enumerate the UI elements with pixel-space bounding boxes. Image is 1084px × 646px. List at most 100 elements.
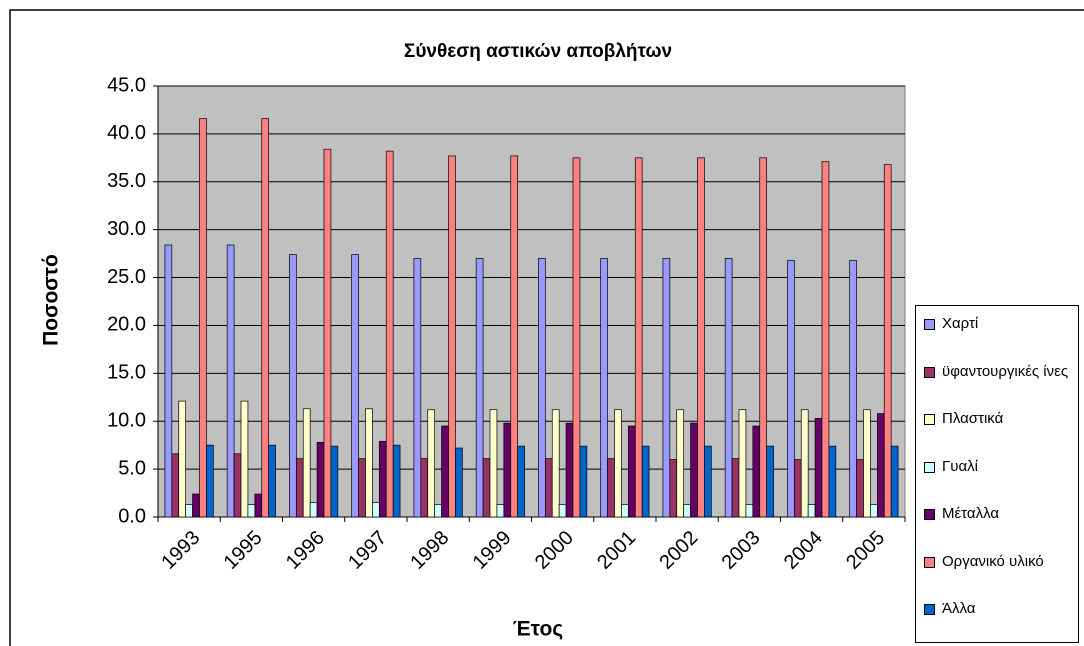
bar: [600, 258, 608, 518]
bar: [551, 409, 560, 518]
bar: [240, 400, 249, 518]
legend-swatch: [924, 556, 935, 568]
y-tick-label: 25.0: [107, 266, 146, 288]
bar: [690, 422, 698, 518]
bar: [876, 413, 885, 518]
bar: [164, 244, 173, 518]
plot-area: [157, 85, 906, 518]
bar: [206, 444, 214, 518]
bar: [351, 254, 359, 518]
bar: [544, 458, 553, 518]
bar: [413, 258, 422, 518]
bar: [538, 258, 546, 518]
bar: [378, 440, 387, 518]
bar: [634, 157, 643, 518]
bar: [475, 258, 484, 518]
bar: [448, 155, 456, 518]
legend-label: Γυαλί: [942, 457, 978, 475]
bar: [870, 504, 878, 518]
bar: [434, 504, 442, 518]
y-axis-title: Ποσοστό: [40, 254, 63, 346]
bar: [309, 502, 318, 518]
bar: [295, 458, 304, 518]
bar: [849, 259, 857, 518]
bar: [441, 425, 449, 518]
bar: [268, 444, 276, 518]
y-tick-label: 40.0: [107, 122, 146, 144]
y-tick-label: 15.0: [107, 362, 146, 384]
bar: [558, 504, 567, 518]
bar: [676, 409, 685, 518]
legend-item: Πλαστικά: [924, 409, 1074, 428]
bar: [427, 409, 436, 518]
bar: [697, 157, 705, 518]
bar: [289, 254, 297, 518]
y-tick-label: 45.0: [107, 74, 146, 96]
bar: [766, 445, 774, 518]
bar: [302, 408, 311, 518]
legend-item: Χαρτί: [924, 314, 1074, 333]
bar: [828, 445, 837, 518]
bar: [510, 155, 519, 518]
bar: [621, 504, 629, 518]
legend-label: ϋφαντουργικές ίνες: [942, 362, 1069, 380]
bar: [856, 459, 864, 518]
legend-swatch: [924, 461, 935, 473]
bar: [800, 409, 809, 518]
legend-label: Οργανικό υλικό: [942, 552, 1044, 570]
bar: [793, 459, 802, 518]
bar: [683, 504, 691, 518]
bar: [372, 502, 380, 518]
y-tick-label: 35.0: [107, 170, 146, 192]
bar: [890, 445, 899, 518]
legend-item: Γυαλί: [924, 457, 1074, 476]
legend-label: Πλαστικά: [942, 410, 1004, 427]
legend-label: Χαρτί: [942, 315, 979, 332]
bar: [323, 148, 332, 518]
bar: [814, 417, 823, 518]
bar: [199, 118, 207, 518]
bar: [489, 409, 498, 518]
bar: [517, 445, 525, 518]
bar: [420, 458, 429, 518]
bar: [330, 445, 339, 518]
y-tick-label: 20.0: [107, 314, 146, 336]
bar: [565, 422, 574, 518]
bar: [662, 258, 671, 518]
bar: [233, 453, 242, 518]
y-tick-label: 5.0: [118, 457, 146, 479]
legend: Χαρτί ϋφαντουργικές ίνες Πλαστικά Γυαλί Μέτα…: [915, 305, 1079, 643]
bar: [261, 118, 270, 518]
bar: [724, 258, 733, 518]
bar: [759, 157, 768, 518]
bar: [807, 504, 816, 518]
legend-swatch: [924, 604, 935, 615]
bar: [254, 493, 263, 518]
bar: [503, 422, 512, 518]
legend-item: Οργανικό υλικό: [924, 552, 1074, 571]
bar: [496, 504, 505, 518]
bar: [226, 244, 235, 518]
legend-label: Μέταλλα: [942, 505, 1000, 522]
bar: [745, 504, 754, 518]
bar: [787, 259, 795, 518]
legend-swatch: [924, 366, 935, 378]
y-tick-label: 10.0: [107, 410, 146, 432]
bar: [392, 444, 401, 518]
bar: [455, 447, 463, 518]
bar: [738, 409, 747, 518]
bar: [579, 445, 588, 518]
x-axis-title: Έτος: [513, 618, 564, 641]
bar: [883, 164, 892, 518]
bar: [752, 425, 761, 518]
bar: [171, 453, 180, 518]
legend-item: ϋφαντουργικές ίνες: [924, 362, 1074, 381]
bar: [316, 441, 325, 518]
legend-swatch: [924, 414, 935, 425]
bar: [365, 408, 373, 518]
legend-item: Μέταλλα: [924, 504, 1074, 523]
bar: [641, 445, 650, 518]
bar: [627, 425, 636, 518]
bar: [192, 493, 200, 518]
